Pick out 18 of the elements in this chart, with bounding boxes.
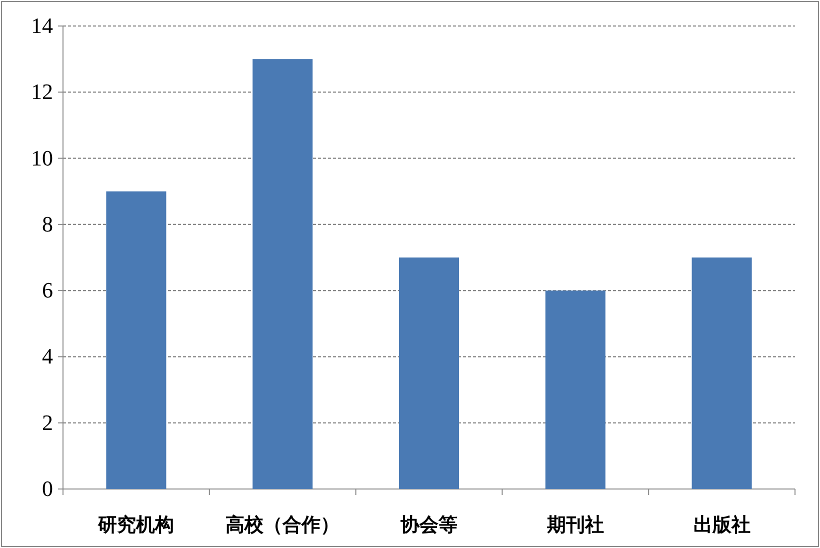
x-tick-label: 出版社	[693, 514, 750, 536]
y-tick-label: 14	[31, 13, 53, 38]
y-tick-label: 8	[42, 211, 53, 236]
y-tick-label: 10	[31, 145, 53, 170]
y-tick-label: 0	[42, 476, 53, 501]
y-tick-label: 12	[31, 79, 53, 104]
y-tick-label: 2	[42, 410, 53, 435]
bar	[106, 191, 166, 489]
y-tick-label: 6	[42, 278, 53, 303]
x-tick-label: 研究机构	[97, 514, 174, 536]
x-tick-label: 高校（合作）	[226, 514, 340, 536]
x-tick-label: 期刊社	[546, 514, 604, 536]
x-tick-label: 协会等	[400, 514, 458, 536]
bar	[545, 290, 606, 489]
y-tick-label: 4	[42, 344, 53, 369]
bar	[692, 258, 752, 489]
bar	[252, 59, 313, 489]
bar	[398, 258, 460, 489]
